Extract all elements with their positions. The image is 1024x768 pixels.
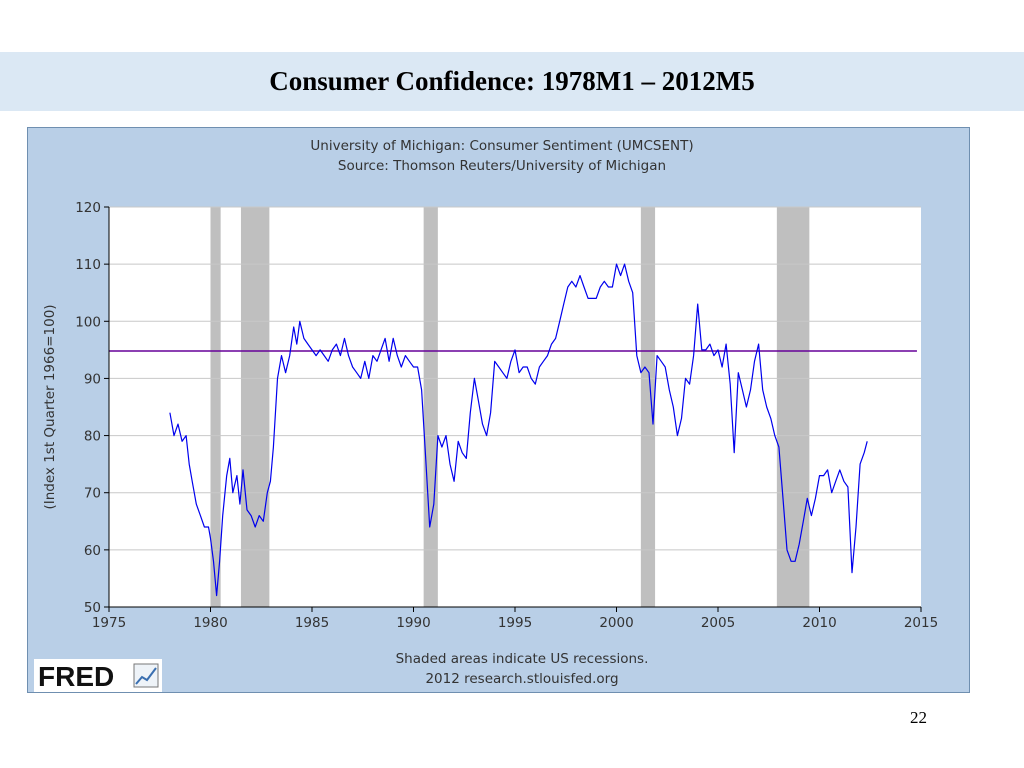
fred-logo-trend-icon [135, 667, 157, 685]
chart-title: University of Michigan: Consumer Sentime… [310, 138, 693, 154]
recession-band-4 [640, 207, 656, 607]
x-tick-label: 2000 [599, 615, 633, 631]
series-layer [169, 263, 868, 597]
x-tick-label: 2010 [802, 615, 836, 631]
x-tick-label: 2005 [701, 615, 735, 631]
y-tick-label: 50 [84, 600, 101, 616]
chart-subtitle: Source: Thomson Reuters/University of Mi… [338, 158, 666, 174]
recession-bands [210, 207, 810, 607]
x-tick-labels: 1975 1980 1985 1990 1995 2000 2005 2010 2015 [92, 615, 938, 631]
x-tick-label: 1990 [396, 615, 430, 631]
x-tick-label: 1980 [193, 615, 227, 631]
y-axis-label: (Index 1st Quarter 1966=100) [42, 304, 58, 509]
page-number: 22 [910, 708, 927, 727]
fred-logo: FRED [34, 659, 162, 692]
title-band [0, 52, 1024, 111]
recession-band-2 [240, 207, 270, 607]
sentiment-chart: University of Michigan: Consumer Sentime… [34, 138, 938, 692]
y-tick-label: 70 [84, 486, 101, 502]
axes [104, 206, 922, 612]
recession-band-3 [423, 207, 438, 607]
series-line-1 [169, 263, 868, 597]
x-tick-label: 2015 [904, 615, 938, 631]
fred-chart-frame: University of Michigan: Consumer Sentime… [27, 127, 970, 693]
x-tick-label: 1985 [295, 615, 329, 631]
slide-title: Consumer Confidence: 1978M1 – 2012M5 [269, 66, 755, 96]
recession-band-1 [210, 207, 221, 607]
x-tick-label: 1995 [498, 615, 532, 631]
fred-logo-text: FRED [38, 661, 114, 692]
recession-note: Shaded areas indicate US recessions. [396, 651, 649, 667]
y-tick-label: 100 [75, 314, 101, 330]
y-tick-labels: 50 60 70 80 90 100 110 120 [75, 200, 101, 616]
y-tick-label: 120 [75, 200, 101, 216]
source-url: 2012 research.stlouisfed.org [425, 671, 618, 687]
y-tick-label: 110 [75, 257, 101, 273]
y-tick-label: 80 [84, 429, 101, 445]
fred-logo-chart-icon [133, 663, 159, 688]
recession-band-5 [776, 207, 810, 607]
y-tick-label: 60 [84, 543, 101, 559]
y-tick-label: 90 [84, 371, 101, 387]
x-tick-label: 1975 [92, 615, 126, 631]
